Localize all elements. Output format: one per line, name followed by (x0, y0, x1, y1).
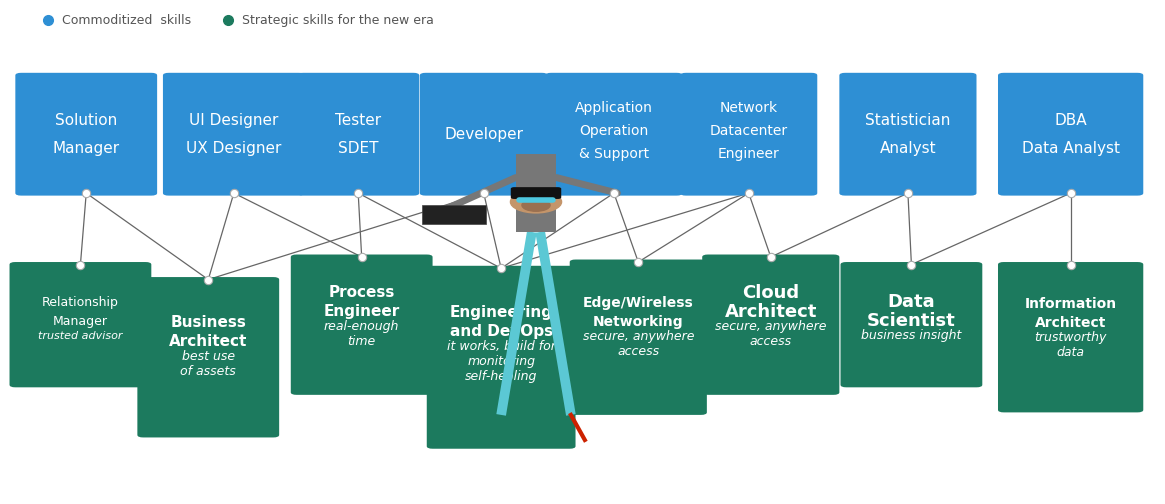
Text: DBA: DBA (1054, 113, 1087, 128)
Text: business insight: business insight (861, 329, 961, 342)
FancyBboxPatch shape (545, 73, 683, 196)
FancyBboxPatch shape (570, 260, 707, 415)
Text: of assets: of assets (181, 365, 236, 378)
Text: best use: best use (182, 350, 235, 363)
FancyBboxPatch shape (839, 73, 976, 196)
Circle shape (522, 199, 550, 211)
Text: Information: Information (1024, 297, 1117, 311)
Text: & Support: & Support (579, 147, 649, 161)
Circle shape (510, 191, 562, 213)
FancyBboxPatch shape (426, 266, 576, 449)
Text: trustworthy: trustworthy (1035, 331, 1107, 344)
Text: real-enough: real-enough (324, 320, 400, 333)
Text: Relationship: Relationship (42, 296, 119, 308)
Text: data: data (1057, 346, 1085, 359)
Text: access: access (750, 335, 792, 348)
Text: access: access (617, 346, 659, 358)
Text: trusted advisor: trusted advisor (38, 331, 122, 341)
FancyBboxPatch shape (297, 73, 419, 196)
Text: Data Analyst: Data Analyst (1022, 141, 1120, 156)
Text: Statistician: Statistician (866, 113, 951, 128)
FancyBboxPatch shape (998, 262, 1143, 412)
Text: Network: Network (720, 101, 778, 115)
Text: Architect: Architect (1035, 316, 1107, 330)
Text: Strategic skills for the new era: Strategic skills for the new era (242, 14, 433, 27)
FancyBboxPatch shape (163, 73, 305, 196)
Text: it works, build for: it works, build for (446, 340, 556, 352)
Text: and DevOps: and DevOps (450, 324, 552, 339)
FancyBboxPatch shape (840, 262, 982, 388)
Text: self-healing: self-healing (465, 369, 537, 383)
FancyBboxPatch shape (9, 262, 151, 388)
FancyBboxPatch shape (702, 255, 839, 395)
Text: Data: Data (888, 293, 935, 311)
FancyBboxPatch shape (422, 205, 486, 224)
Text: Analyst: Analyst (880, 141, 937, 156)
FancyBboxPatch shape (516, 154, 557, 232)
Text: UI Designer: UI Designer (189, 113, 278, 128)
Text: Process: Process (329, 285, 395, 300)
FancyBboxPatch shape (510, 187, 562, 199)
Text: Engineering: Engineering (450, 305, 552, 320)
Text: UX Designer: UX Designer (186, 141, 282, 156)
Text: Datacenter: Datacenter (709, 124, 788, 138)
Text: Architect: Architect (725, 303, 817, 321)
Text: Solution: Solution (55, 113, 118, 128)
Text: Scientist: Scientist (867, 312, 955, 330)
Text: Edge/Wireless: Edge/Wireless (582, 296, 693, 310)
Text: monitoring: monitoring (467, 355, 535, 367)
Text: Manager: Manager (52, 314, 108, 328)
Text: Operation: Operation (579, 124, 649, 138)
Text: Cloud: Cloud (742, 284, 799, 302)
Text: Manager: Manager (52, 141, 120, 156)
Text: secure, anywhere: secure, anywhere (582, 331, 694, 343)
Text: Business: Business (170, 316, 246, 330)
Text: Architect: Architect (169, 334, 247, 349)
FancyBboxPatch shape (680, 73, 818, 196)
Text: Commoditized  skills: Commoditized skills (62, 14, 191, 27)
FancyBboxPatch shape (419, 73, 548, 196)
FancyBboxPatch shape (291, 255, 432, 395)
FancyBboxPatch shape (137, 277, 280, 437)
Text: Application: Application (576, 101, 652, 115)
Text: Engineer: Engineer (718, 147, 779, 161)
Text: Developer: Developer (444, 127, 523, 142)
Text: Engineer: Engineer (324, 304, 400, 319)
Text: SDET: SDET (338, 141, 379, 156)
Text: Networking: Networking (593, 316, 684, 330)
Text: secure, anywhere: secure, anywhere (715, 320, 826, 333)
FancyBboxPatch shape (15, 73, 157, 196)
Text: Tester: Tester (336, 113, 381, 128)
Text: time: time (347, 335, 376, 348)
FancyBboxPatch shape (998, 73, 1143, 196)
